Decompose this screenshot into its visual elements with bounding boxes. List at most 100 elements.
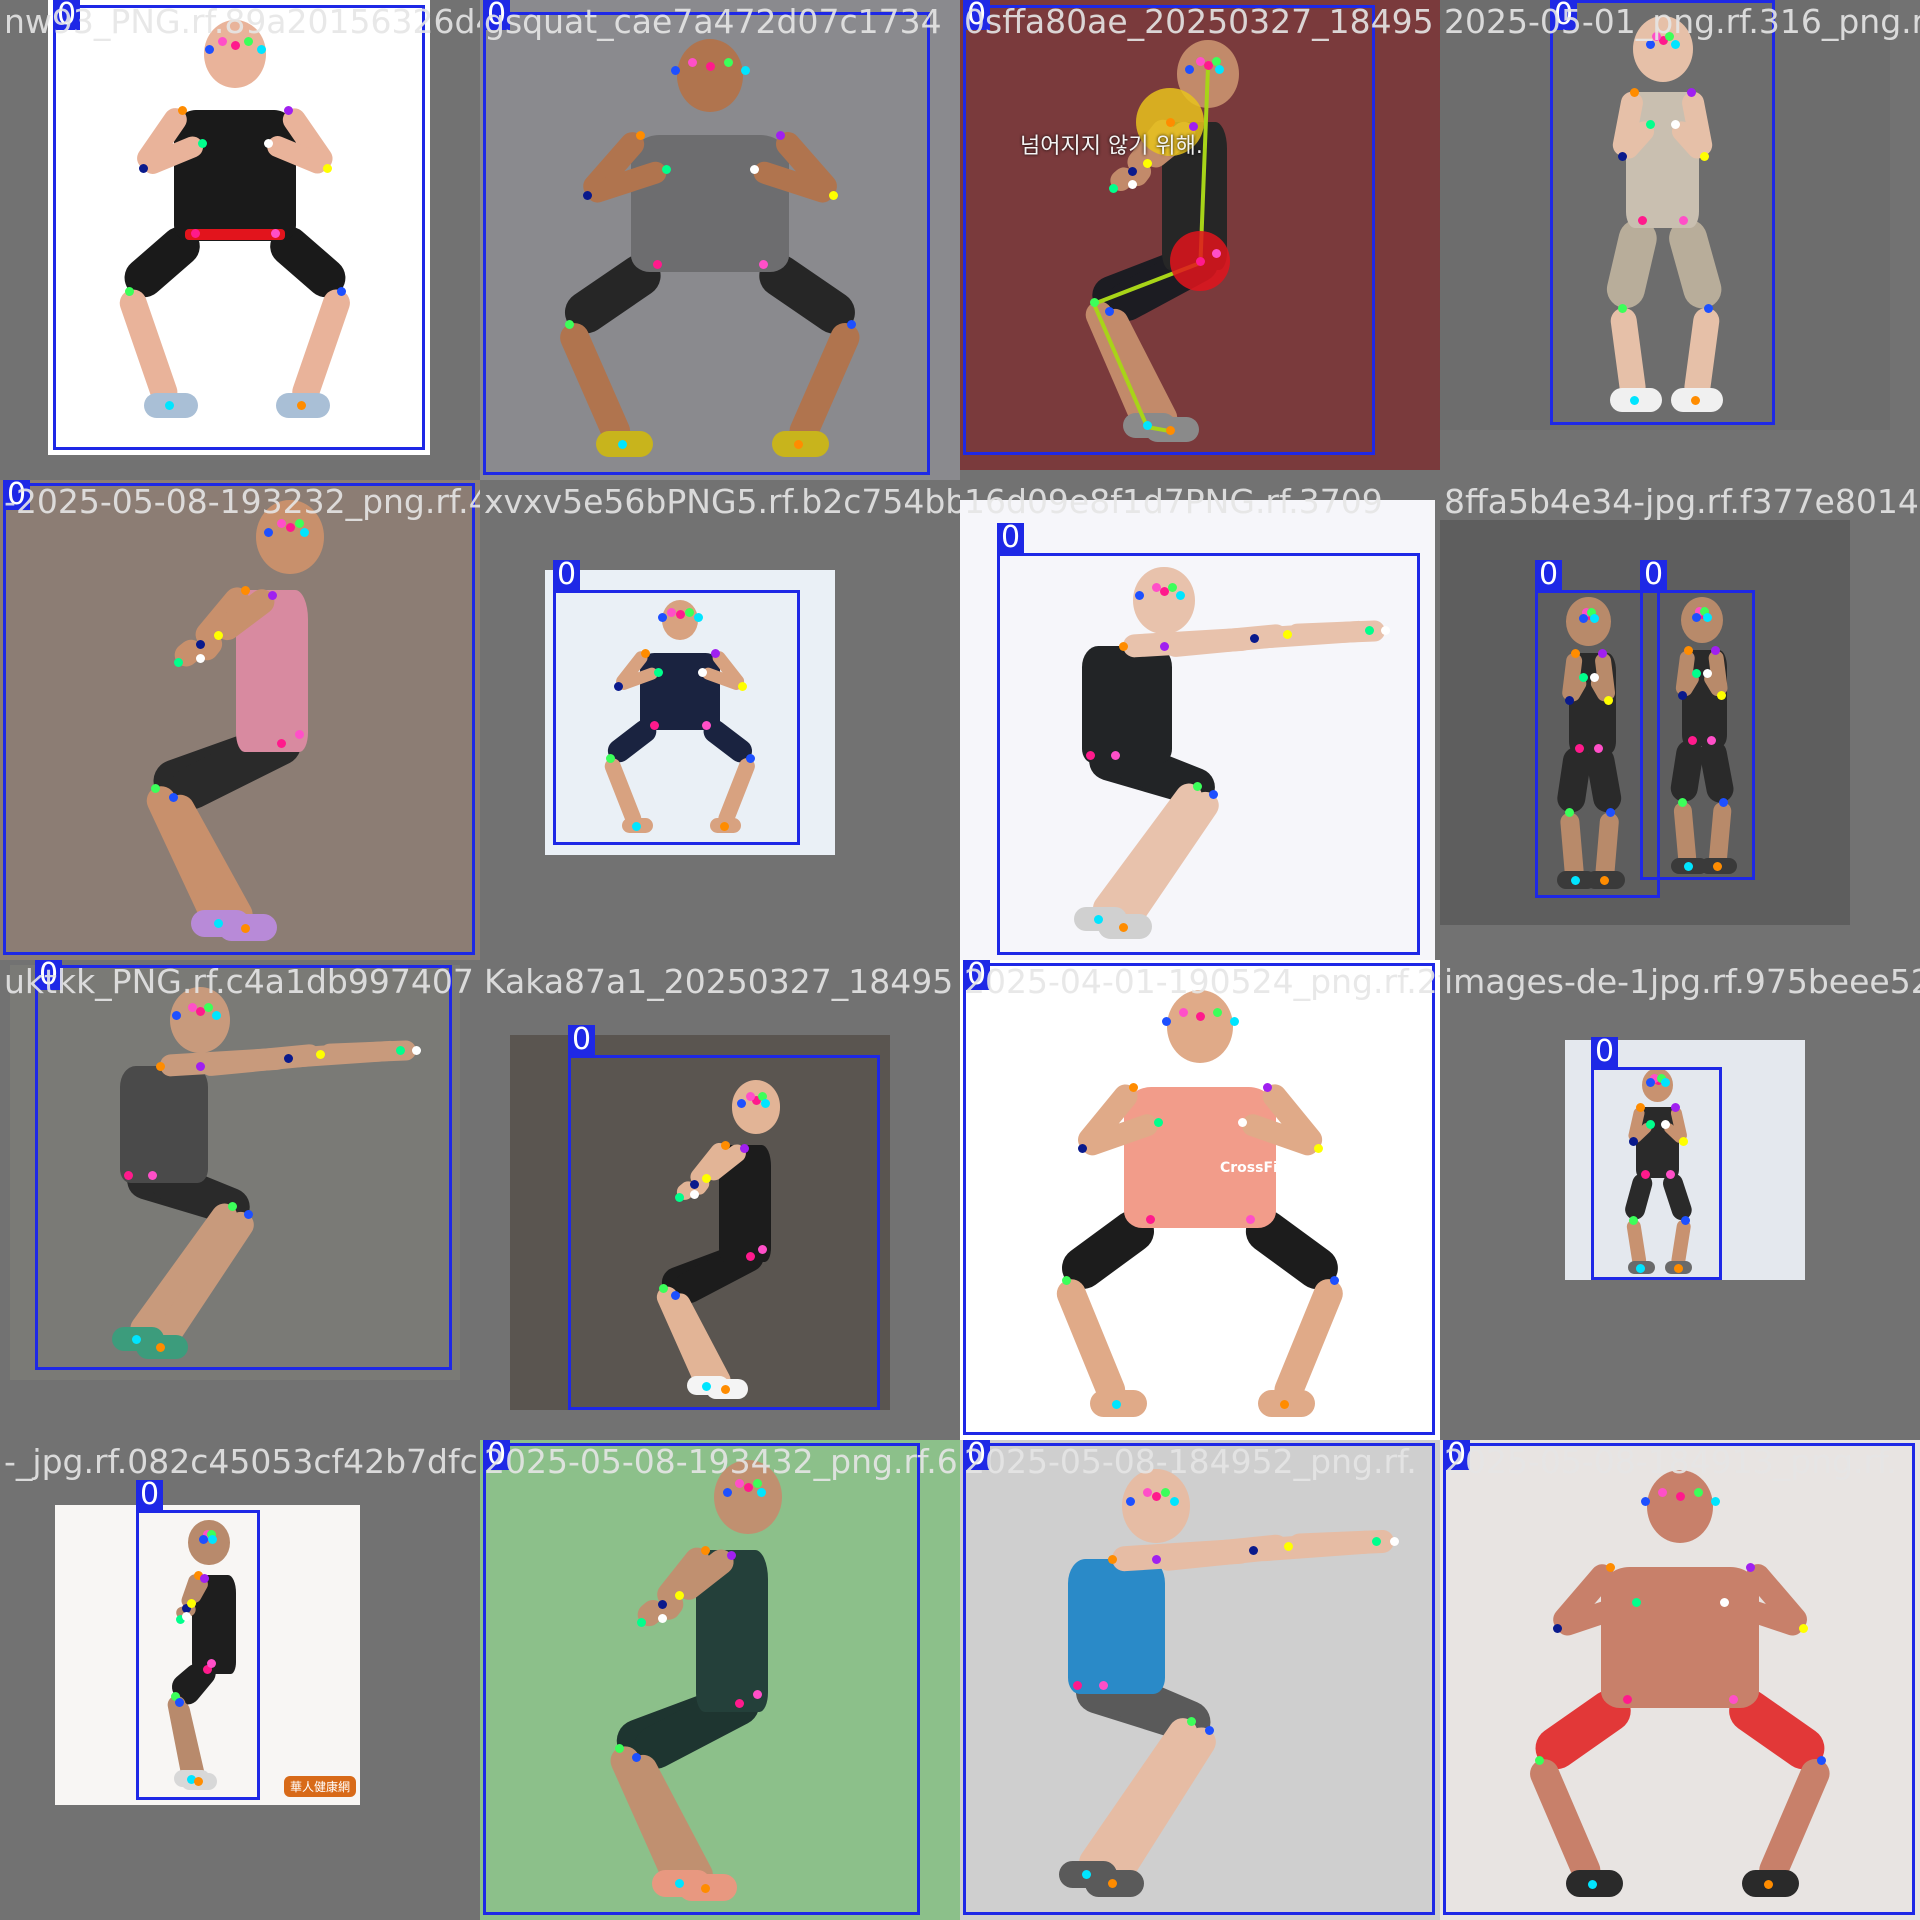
keypoint (1588, 1879, 1597, 1889)
keypoint (196, 1007, 205, 1017)
keypoint (1185, 64, 1194, 74)
keypoint (1166, 425, 1175, 435)
person-figure (960, 960, 1440, 1440)
sample-tile: 華人健康網 0 -_jpg.rf.082c45053cf42b7dfc (0, 1440, 480, 1920)
sample-tile: 0nw93_PNG.rf.89a20156326d4f5b1bbfd8a7f0c… (0, 0, 480, 480)
keypoint (1678, 1136, 1688, 1146)
keypoint (1581, 607, 1591, 617)
keypoint (1143, 159, 1153, 168)
keypoint (1209, 790, 1219, 799)
sample-photo (960, 1440, 1440, 1920)
class-label: 0 (963, 0, 991, 30)
keypoint (1716, 691, 1726, 701)
keypoint (1128, 1082, 1138, 1092)
keypoint (1681, 1215, 1690, 1225)
keypoint (299, 527, 309, 537)
keypoint (636, 1618, 646, 1627)
keypoint (196, 653, 205, 663)
keypoint (1718, 797, 1728, 807)
keypoint (286, 523, 295, 532)
keypoint (1683, 862, 1693, 871)
keypoint (1636, 1263, 1645, 1273)
keypoint (690, 1180, 699, 1189)
keypoint (1078, 1144, 1088, 1154)
keypoint (1128, 179, 1137, 189)
keypoint (277, 518, 286, 528)
image-filename: nw93_PNG.rf.89a20156326d4f5b1bbfd8a7f0c2 (4, 2, 480, 41)
keypoint (1166, 118, 1175, 127)
sample-photo (0, 480, 480, 960)
keypoint (1703, 612, 1713, 622)
watermark-badge: 華人健康網 (283, 1776, 356, 1797)
keypoint (1570, 649, 1580, 659)
head (1632, 16, 1693, 82)
image-filename: gsquat_cae7a472d07c1734 (484, 2, 942, 41)
bounding-box (997, 553, 1420, 955)
keypoint (649, 720, 659, 730)
torso (640, 652, 720, 730)
keypoint (746, 754, 756, 764)
keypoint (739, 1144, 749, 1154)
class-label: 0 (1550, 0, 1578, 30)
sample-tile: 0 16d09e8f1d7PNG.rf.3709 (960, 480, 1440, 960)
image-filename: 2025-05-01_png.rf.316_png.rf. (1444, 2, 1920, 41)
keypoint (1119, 922, 1128, 932)
keypoint (193, 1777, 203, 1787)
keypoint (270, 229, 280, 239)
keypoint (323, 163, 333, 173)
class-label: 0 (553, 560, 581, 590)
keypoint (1652, 32, 1662, 41)
class-label: 0 (483, 1440, 511, 1470)
person-figure (545, 570, 835, 855)
keypoint (125, 286, 135, 296)
keypoint (1169, 1496, 1179, 1506)
head (677, 39, 743, 112)
keypoint (761, 1098, 771, 1108)
keypoint (1119, 641, 1128, 651)
keypoint (1188, 122, 1198, 132)
keypoint (1646, 40, 1656, 49)
keypoint (244, 1210, 253, 1219)
keypoint (297, 401, 306, 411)
keypoint (758, 259, 768, 269)
keypoint (1799, 1624, 1809, 1634)
keypoint (1143, 1487, 1153, 1497)
keypoint (124, 1171, 133, 1180)
keypoint (750, 165, 759, 174)
keypoint (1649, 1074, 1659, 1084)
keypoint (1125, 1496, 1135, 1506)
keypoint (1238, 1118, 1247, 1127)
keypoint (1629, 396, 1639, 405)
person-figure (1440, 0, 1890, 430)
keypoint (1248, 1546, 1258, 1555)
image-filename: 8ffa5b4e34-jpg.rf.f377e8014 (1444, 482, 1919, 521)
class-label: 0 (1535, 560, 1563, 590)
keypoint (207, 1529, 217, 1539)
keypoint (1565, 808, 1575, 818)
keypoint (1168, 583, 1178, 593)
keypoint (702, 1381, 712, 1391)
keypoint (1605, 808, 1615, 818)
keypoint (1720, 1598, 1729, 1607)
keypoint (151, 784, 160, 793)
keypoint (284, 1054, 293, 1063)
keypoint (582, 190, 592, 200)
bounding-box (1591, 1067, 1722, 1280)
keypoint (745, 1092, 755, 1102)
class-label: 0 (963, 960, 991, 990)
keypoint (674, 1193, 684, 1202)
sample-photo (480, 0, 960, 480)
keypoint (1641, 1170, 1650, 1179)
keypoint (1629, 88, 1639, 97)
keypoint (138, 163, 148, 173)
keypoint (188, 1003, 197, 1013)
keypoint (244, 36, 254, 46)
keypoint (671, 1290, 681, 1300)
keypoint (198, 139, 207, 148)
person-figure (1440, 1440, 1920, 1920)
person-figure (0, 480, 480, 960)
sample-tile: 0 2025-05-08-184913_png.rf. (1440, 1440, 1920, 1920)
keypoint (1617, 304, 1627, 313)
keypoint (735, 1699, 745, 1708)
